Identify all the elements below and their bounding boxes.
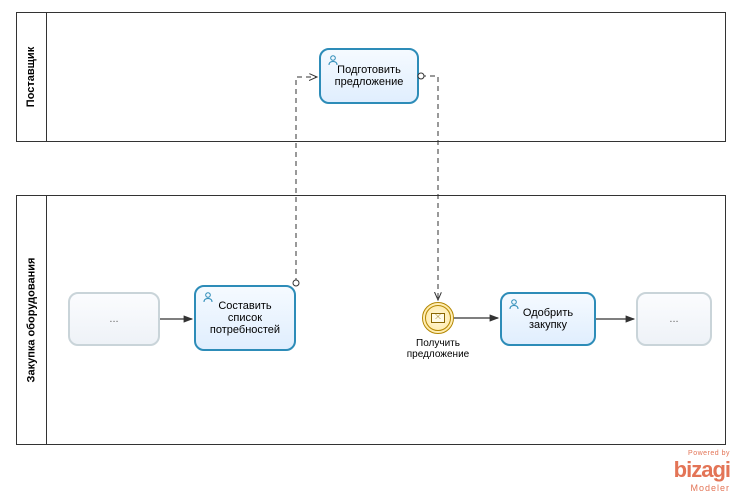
task-prepare-label: Подготовить предложение: [327, 64, 411, 88]
task-approve-purchase[interactable]: Одобрить закупку: [500, 292, 596, 346]
task-prepare-proposal[interactable]: Подготовить предложение: [319, 48, 419, 104]
logo-brand: bizagi: [674, 457, 730, 483]
task-compose-label: Составить список потребностей: [202, 300, 288, 336]
message-icon: [431, 313, 445, 323]
pool-procurement-title: Закупка оборудования: [26, 258, 38, 383]
logo-powered-by: Powered by: [674, 450, 730, 457]
task-ellipsis-right[interactable]: ...: [636, 292, 712, 346]
user-icon: [327, 54, 339, 66]
event-receive-proposal[interactable]: [422, 302, 454, 334]
task-approve-label: Одобрить закупку: [508, 307, 588, 331]
pool-procurement-header: Закупка оборудования: [17, 196, 47, 444]
task-ellipsis-left[interactable]: ...: [68, 292, 160, 346]
logo-product: Modeler: [674, 483, 730, 493]
task-ellipsis-right-label: ...: [669, 313, 678, 325]
bizagi-logo: Powered by bizagi Modeler: [674, 450, 730, 493]
task-compose-needs[interactable]: Составить список потребностей: [194, 285, 296, 351]
user-icon: [508, 298, 520, 310]
task-ellipsis-left-label: ...: [109, 313, 118, 325]
user-icon: [202, 291, 214, 303]
pool-supplier-title: Поставщик: [26, 47, 38, 107]
event-receive-label: Получить предложение: [398, 338, 478, 360]
pool-supplier-header: Поставщик: [17, 13, 47, 141]
